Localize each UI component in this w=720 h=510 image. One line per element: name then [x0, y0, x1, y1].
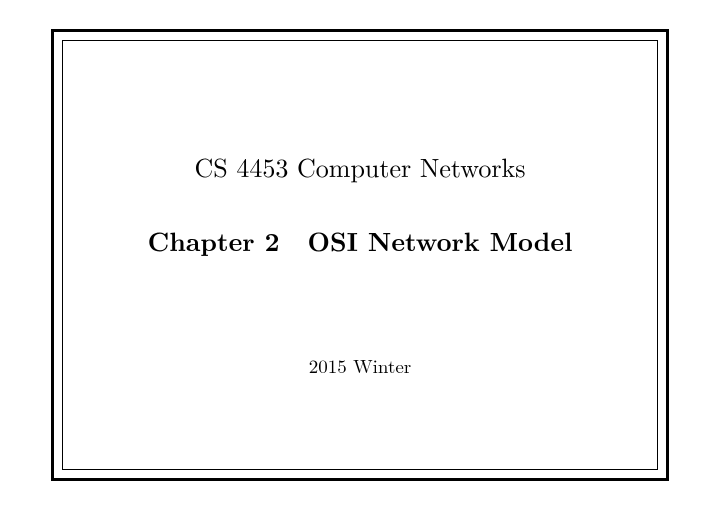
course-title: CS 4453 Computer Networks	[63, 148, 657, 185]
chapter-title: Chapter 2 OSI Network Model	[63, 222, 657, 259]
chapter-label: Chapter 2	[148, 222, 280, 259]
slide-inner-frame: CS 4453 Computer Networks Chapter 2 OSI N…	[62, 40, 658, 470]
term-label: 2015 Winter	[63, 352, 657, 379]
chapter-topic: OSI Network Model	[308, 222, 573, 259]
slide-outer-frame: CS 4453 Computer Networks Chapter 2 OSI N…	[51, 29, 669, 481]
